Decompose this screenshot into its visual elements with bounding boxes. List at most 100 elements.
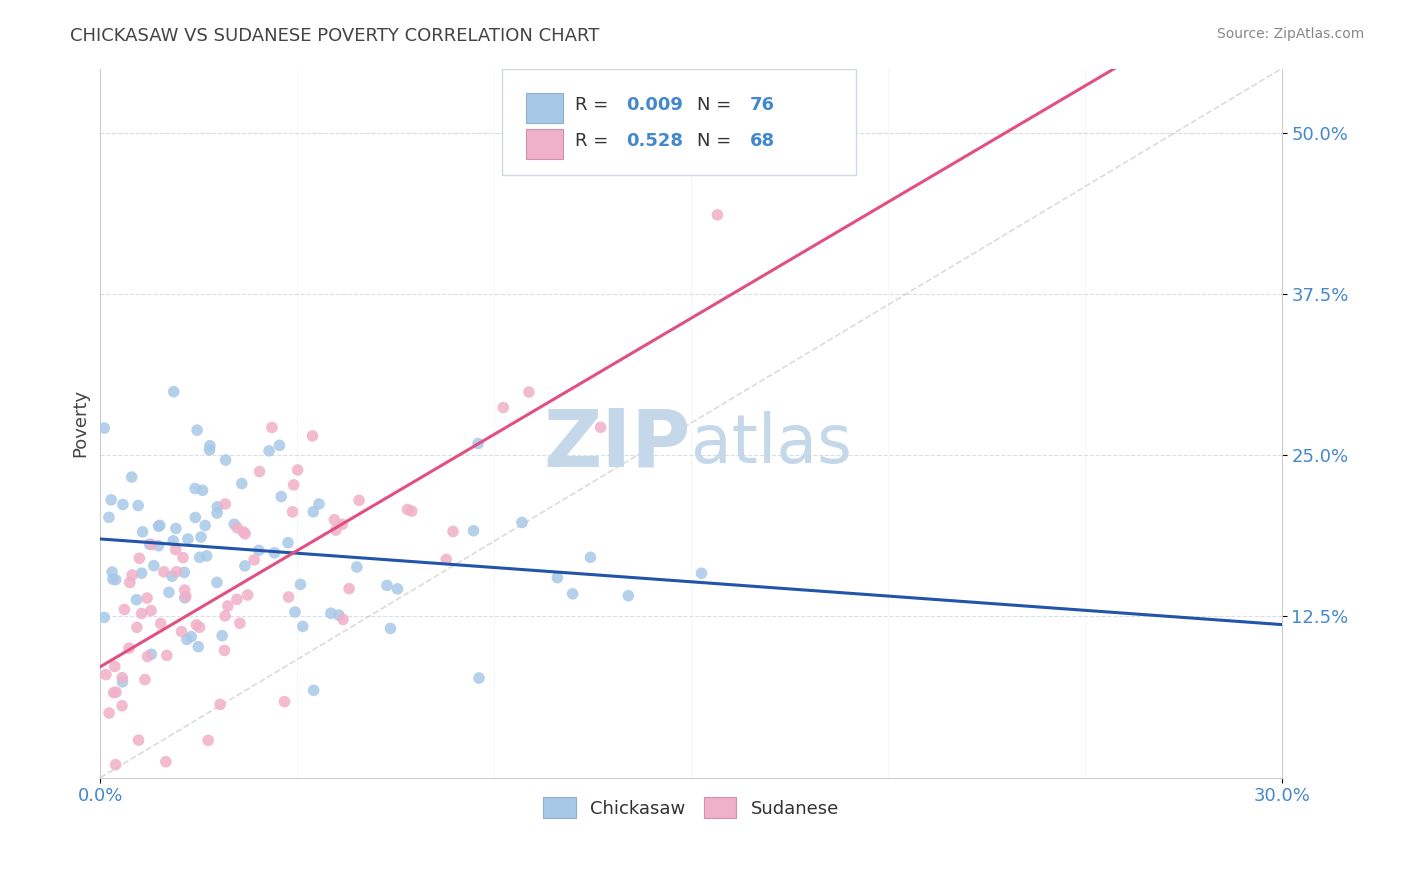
Point — [229, 616, 252, 631]
Point — [186, 423, 208, 437]
Point — [148, 519, 170, 533]
Point — [617, 589, 640, 603]
Point — [111, 498, 134, 512]
Point — [148, 539, 170, 553]
Point — [111, 671, 134, 685]
Point — [224, 517, 246, 532]
Point — [190, 530, 212, 544]
Point — [149, 616, 172, 631]
Point — [263, 546, 285, 560]
Point — [184, 482, 207, 496]
Point — [125, 620, 148, 634]
Point — [323, 513, 346, 527]
Point — [281, 505, 304, 519]
Text: Source: ZipAtlas.com: Source: ZipAtlas.com — [1216, 27, 1364, 41]
Point — [589, 420, 612, 434]
Point — [173, 582, 195, 597]
Point — [134, 673, 156, 687]
Point — [706, 208, 728, 222]
Point — [270, 490, 292, 504]
Point — [302, 505, 325, 519]
Point — [283, 478, 305, 492]
Point — [231, 476, 253, 491]
Point — [197, 733, 219, 747]
Point — [165, 542, 187, 557]
Point — [184, 510, 207, 524]
Point — [214, 608, 236, 623]
Point — [141, 538, 163, 552]
Text: CHICKASAW VS SUDANESE POVERTY CORRELATION CHART: CHICKASAW VS SUDANESE POVERTY CORRELATIO… — [70, 27, 600, 45]
Text: R =: R = — [575, 132, 614, 150]
Point — [177, 532, 200, 546]
Point — [111, 698, 134, 713]
Point — [187, 640, 209, 654]
Point — [165, 521, 187, 535]
Point — [308, 497, 330, 511]
Point — [226, 521, 249, 535]
Point — [257, 443, 280, 458]
Point — [325, 523, 347, 537]
Point — [233, 526, 256, 541]
Point — [249, 465, 271, 479]
Point — [260, 420, 283, 434]
Point — [214, 453, 236, 467]
Point — [163, 384, 186, 399]
Point — [118, 641, 141, 656]
Point — [131, 607, 153, 621]
Point — [284, 605, 307, 619]
Point — [172, 550, 194, 565]
Point — [131, 524, 153, 539]
Point — [510, 516, 533, 530]
Point — [104, 573, 127, 587]
Point — [269, 438, 291, 452]
FancyBboxPatch shape — [526, 94, 564, 123]
Point — [173, 591, 195, 605]
Point — [302, 683, 325, 698]
Point — [332, 517, 354, 532]
Point — [111, 674, 134, 689]
Point — [434, 552, 457, 566]
Point — [104, 659, 127, 673]
Point — [236, 588, 259, 602]
Point — [387, 582, 409, 596]
Point — [214, 643, 236, 657]
Point — [301, 429, 323, 443]
Point — [277, 590, 299, 604]
Point — [188, 620, 211, 634]
Point — [291, 619, 314, 633]
Point — [191, 483, 214, 498]
Point — [141, 647, 163, 661]
Point — [100, 492, 122, 507]
Y-axis label: Poverty: Poverty — [72, 389, 89, 457]
Point — [97, 510, 120, 524]
Text: N =: N = — [697, 96, 737, 114]
Point — [93, 610, 115, 624]
Point — [194, 518, 217, 533]
Point — [517, 385, 540, 400]
Point — [319, 607, 342, 621]
Point — [98, 706, 121, 720]
Point — [153, 565, 176, 579]
Point — [375, 578, 398, 592]
Point — [173, 566, 195, 580]
Point — [205, 575, 228, 590]
Point — [195, 549, 218, 563]
Point — [401, 504, 423, 518]
Point — [155, 755, 177, 769]
Point — [441, 524, 464, 539]
Point — [104, 685, 127, 699]
Text: 0.009: 0.009 — [626, 96, 683, 114]
Text: R =: R = — [575, 96, 614, 114]
Point — [131, 566, 153, 581]
Point — [149, 518, 172, 533]
Point — [94, 667, 117, 681]
Point — [226, 592, 249, 607]
Point — [198, 442, 221, 457]
Point — [139, 604, 162, 618]
FancyBboxPatch shape — [526, 128, 564, 159]
Point — [546, 571, 568, 585]
Point — [207, 500, 229, 514]
Point — [273, 695, 295, 709]
Text: atlas: atlas — [690, 411, 852, 477]
Point — [337, 582, 360, 596]
